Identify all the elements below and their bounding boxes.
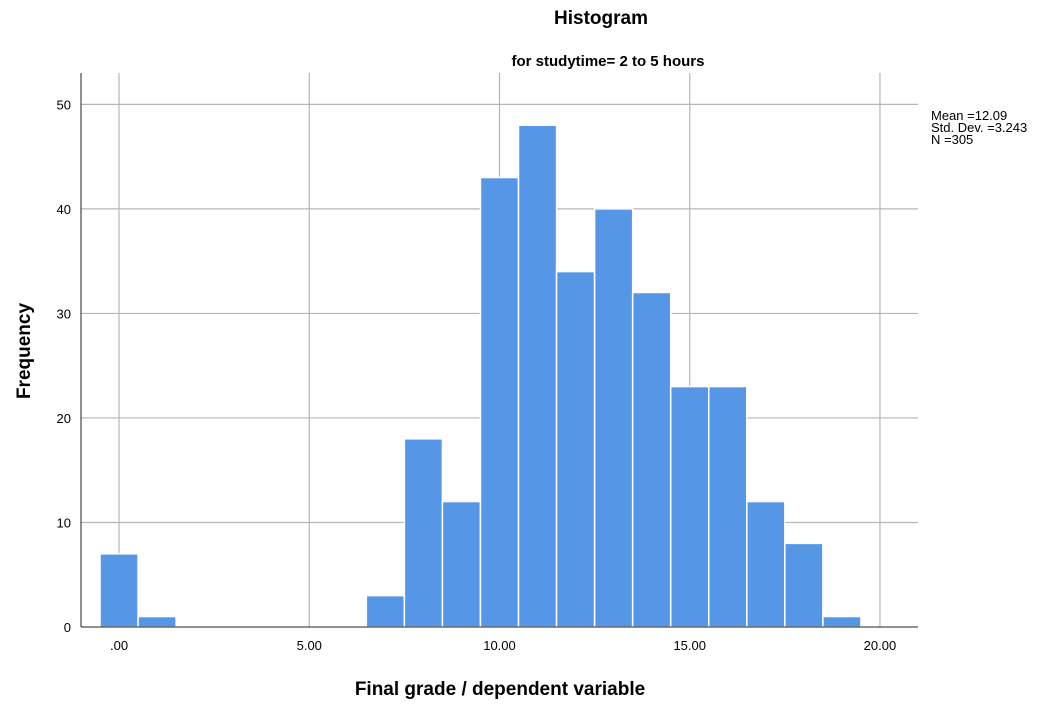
histogram-bar <box>517 124 558 628</box>
histogram-bar <box>441 500 482 628</box>
histogram-bar <box>593 208 634 628</box>
x-tick-label: .00 <box>110 638 128 653</box>
histogram-bar <box>137 615 177 628</box>
x-tick-label: 20.00 <box>864 638 897 653</box>
y-axis-title: Frequency <box>14 303 35 400</box>
histogram-bar <box>746 500 786 628</box>
histogram-bar <box>403 438 444 628</box>
histogram-bar <box>822 615 862 628</box>
y-axis-ticks: 0 10 20 30 40 50 <box>57 97 71 635</box>
y-tick-label: 20 <box>57 411 71 426</box>
stat-line: Mean =12.09 <box>931 108 1007 123</box>
histogram-bar <box>479 176 520 628</box>
histogram-bar <box>669 385 710 628</box>
histogram-bar <box>365 594 406 628</box>
x-tick-label: 10.00 <box>483 638 516 653</box>
x-axis-ticks: .00 5.00 10.00 15.00 20.00 <box>110 638 896 653</box>
histogram-bar <box>631 291 672 628</box>
histogram-bar <box>708 385 748 628</box>
y-tick-label: 10 <box>57 515 71 530</box>
y-tick-label: 40 <box>57 202 71 217</box>
y-tick-label: 30 <box>57 306 71 321</box>
chart-subtitle: for studytime= 2 to 5 hours <box>512 53 705 70</box>
x-tick-label: 5.00 <box>297 638 322 653</box>
stat-line: Std. Dev. =3.243 <box>931 120 1027 135</box>
stat-line: N =305 <box>931 132 973 147</box>
y-tick-label: 50 <box>57 97 71 112</box>
plot-frame <box>80 73 918 628</box>
histogram-bar <box>99 553 139 628</box>
histogram-bar <box>555 270 596 628</box>
chart-title: Histogram <box>554 8 648 29</box>
bars <box>99 124 862 628</box>
x-axis-title: Final grade / dependent variable <box>355 679 645 700</box>
histogram-bar <box>784 542 824 628</box>
y-tick-label: 0 <box>64 620 71 635</box>
x-tick-label: 15.00 <box>673 638 706 653</box>
